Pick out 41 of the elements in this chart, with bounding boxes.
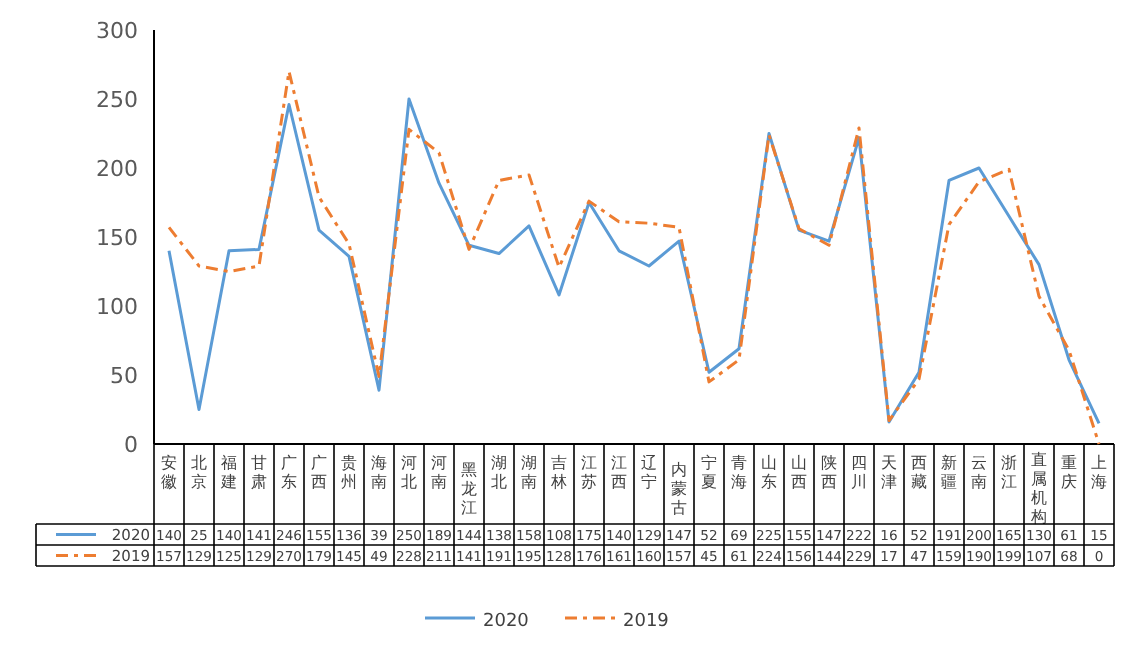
x-tick-label: 山西	[791, 454, 807, 491]
x-tick-label: 湖北	[491, 454, 507, 491]
x-tick-label: 江西	[611, 454, 627, 491]
x-tick-label: 安徽	[161, 454, 177, 491]
y-tick-label: 100	[96, 294, 138, 320]
x-tick-label: 陕西	[821, 454, 837, 491]
x-tick-label: 河南	[431, 454, 447, 491]
x-tick-label: 广西	[311, 454, 327, 491]
x-tick-label: 北京	[191, 454, 207, 491]
x-tick-label: 黑龙江	[461, 460, 477, 517]
x-tick-label: 海南	[371, 454, 387, 491]
y-tick-label: 200	[96, 156, 138, 182]
y-tick-label: 250	[96, 87, 138, 113]
x-tick-label: 山东	[761, 454, 777, 491]
x-tick-label: 云南	[971, 454, 987, 491]
x-tick-label: 四川	[851, 454, 867, 491]
x-tick-label: 河北	[401, 454, 417, 491]
x-tick-label: 青海	[731, 454, 747, 491]
x-tick-label: 湖南	[521, 454, 537, 491]
y-tick-label: 300	[96, 18, 138, 44]
x-tick-label: 辽宁	[641, 454, 657, 491]
x-tick-label: 广东	[281, 454, 297, 491]
x-tick-label: 福建	[219, 454, 237, 491]
text: 2019	[623, 612, 669, 632]
y-tick-label: 50	[110, 363, 138, 389]
x-tick-label: 浙江	[1001, 454, 1017, 491]
x-tick-label: 天津	[881, 454, 897, 491]
text: 2020	[483, 612, 529, 632]
y-tick-label: 150	[96, 225, 138, 251]
x-tick-label: 内蒙古	[671, 460, 687, 517]
x-tick-label: 重庆	[1061, 454, 1077, 491]
y-tick-label: 0	[124, 432, 138, 458]
x-tick-label: 吉林	[549, 454, 567, 491]
x-tick-label: 宁夏	[701, 454, 717, 491]
x-tick-label: 直属机构	[1029, 451, 1047, 526]
x-tick-label: 贵州	[341, 454, 357, 491]
x-tick-label: 新疆	[941, 454, 957, 491]
x-tick-label: 上海	[1091, 454, 1107, 491]
x-tick-label: 西藏	[911, 454, 927, 491]
x-tick-label: 江苏	[581, 454, 597, 491]
x-tick-label: 甘肃	[251, 454, 267, 491]
